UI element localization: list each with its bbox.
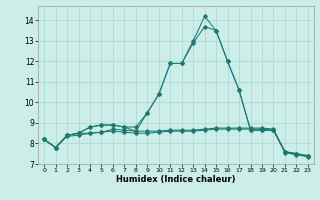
X-axis label: Humidex (Indice chaleur): Humidex (Indice chaleur) <box>116 175 236 184</box>
